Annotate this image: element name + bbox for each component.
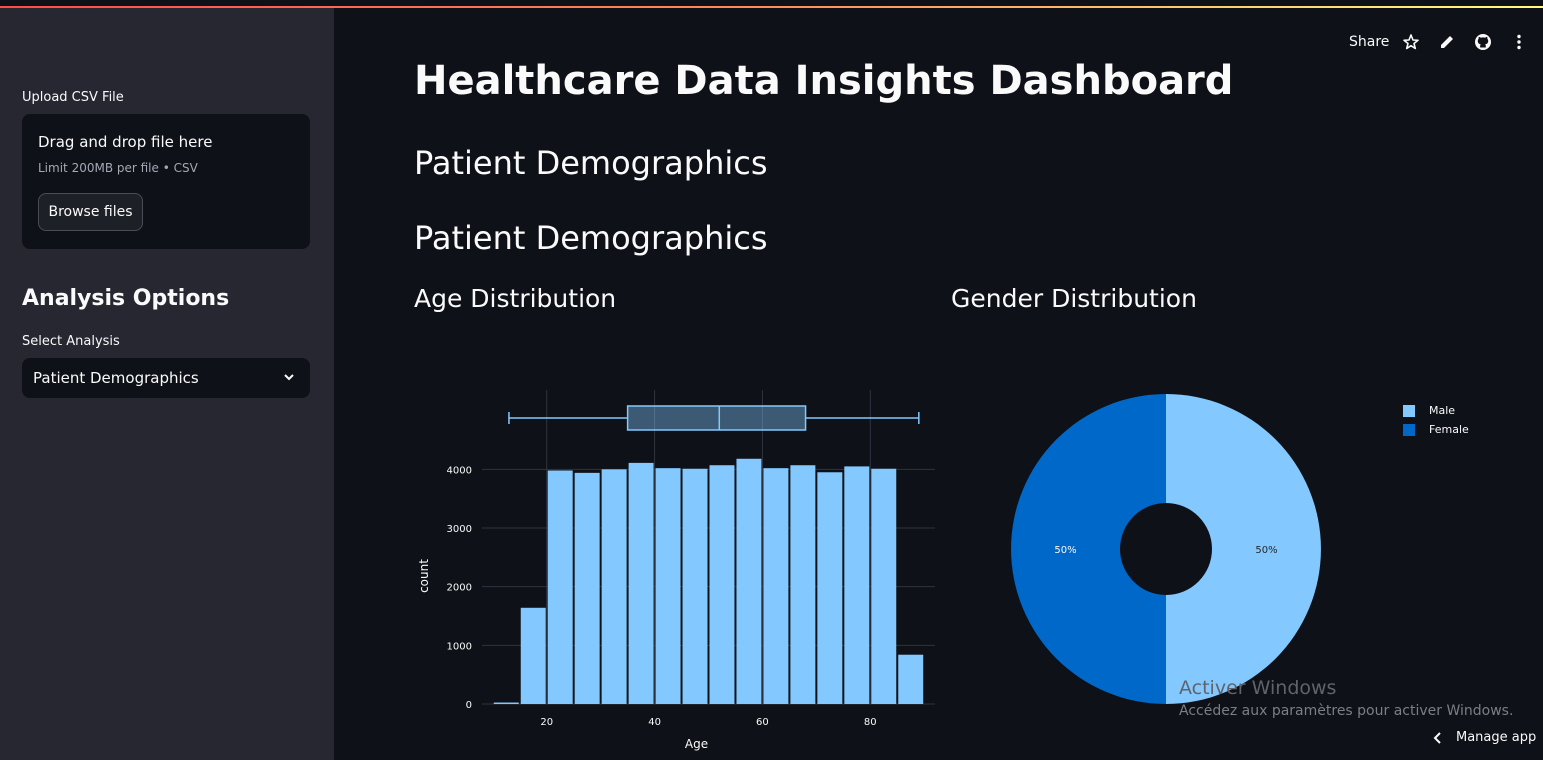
subheader-patient-demographics: Patient Demographics <box>414 144 768 182</box>
donut-slice-male <box>1166 394 1321 704</box>
upload-label: Upload CSV File <box>22 90 124 105</box>
x-tick-label: 60 <box>756 717 769 728</box>
select-analysis-dropdown[interactable]: Patient Demographics <box>22 358 310 398</box>
share-button[interactable]: Share <box>1349 34 1390 50</box>
histogram-bar <box>871 468 897 704</box>
analysis-options-heading: Analysis Options <box>22 286 230 311</box>
donut-slice-label: 50% <box>1255 545 1277 556</box>
dropzone-limit: Limit 200MB per file • CSV <box>38 161 198 175</box>
top-bar <box>0 0 1543 7</box>
more-vertical-icon[interactable] <box>1510 33 1528 51</box>
select-analysis-label: Select Analysis <box>22 334 120 349</box>
windows-watermark-title: Activer Windows <box>1179 677 1337 699</box>
pencil-icon[interactable] <box>1438 33 1456 51</box>
histogram-bar <box>520 607 546 704</box>
manage-app-label: Manage app <box>1456 730 1537 745</box>
legend-label-female: Female <box>1429 423 1469 436</box>
chevron-left-icon <box>1433 731 1441 744</box>
gender-donut-chart: 50% 50% <box>1011 394 1321 704</box>
select-analysis-value: Patient Demographics <box>33 369 199 387</box>
chevron-down-icon <box>284 374 294 381</box>
histogram-bar <box>709 465 735 704</box>
histogram-bar <box>493 702 519 704</box>
github-icon[interactable] <box>1474 33 1492 51</box>
subheader-patient-demographics-2: Patient Demographics <box>414 219 768 257</box>
histogram-bar <box>628 462 654 704</box>
legend-label-male: Male <box>1429 404 1456 417</box>
histogram-bar <box>574 472 600 704</box>
histogram-bar <box>790 465 816 704</box>
dropzone-title: Drag and drop file here <box>38 133 213 151</box>
star-icon[interactable] <box>1402 33 1420 51</box>
donut-slice-label: 50% <box>1054 545 1076 556</box>
top-decoration-line <box>0 6 1543 8</box>
histogram-bar <box>844 466 870 704</box>
x-tick-label: 20 <box>540 717 553 728</box>
histogram-bar <box>736 458 762 704</box>
gender-legend: Male Female <box>1403 401 1469 439</box>
y-tick-label: 2000 <box>447 583 472 594</box>
windows-watermark-subtitle: Accédez aux paramètres pour activer Wind… <box>1179 703 1514 719</box>
histogram-bar <box>898 654 924 704</box>
y-tick-label: 1000 <box>447 641 472 652</box>
legend-swatch-female <box>1403 423 1415 436</box>
y-tick-label: 4000 <box>447 465 472 476</box>
gender-distribution-title: Gender Distribution <box>951 284 1197 313</box>
histogram-bar <box>655 468 681 704</box>
manage-app-button[interactable]: Manage app <box>1432 730 1536 745</box>
histogram-bar <box>601 469 627 704</box>
file-dropzone[interactable]: Drag and drop file here Limit 200MB per … <box>22 114 310 249</box>
histogram-bar <box>547 470 573 704</box>
sidebar: Upload CSV File Drag and drop file here … <box>0 8 334 760</box>
boxplot-box <box>626 405 807 431</box>
y-tick-label: 0 <box>466 700 472 711</box>
histogram-bar <box>817 472 843 704</box>
x-axis-label: Age <box>685 737 708 751</box>
age-distribution-title: Age Distribution <box>414 284 617 313</box>
legend-item-male[interactable]: Male <box>1403 401 1469 420</box>
histogram-bar <box>763 468 789 704</box>
browse-files-button[interactable]: Browse files <box>38 193 143 231</box>
x-tick-label: 40 <box>648 717 661 728</box>
legend-item-female[interactable]: Female <box>1403 420 1469 439</box>
age-histogram-chart: 0 1000 2000 3000 4000 20 40 60 80 Age count <box>417 390 935 751</box>
page-title: Healthcare Data Insights Dashboard <box>414 58 1234 104</box>
donut-slice-female <box>1011 394 1166 704</box>
legend-swatch-male <box>1403 404 1415 417</box>
histogram-bar <box>682 468 708 704</box>
y-axis-label: count <box>417 559 431 593</box>
x-tick-label: 80 <box>864 717 877 728</box>
y-tick-label: 3000 <box>447 524 472 535</box>
